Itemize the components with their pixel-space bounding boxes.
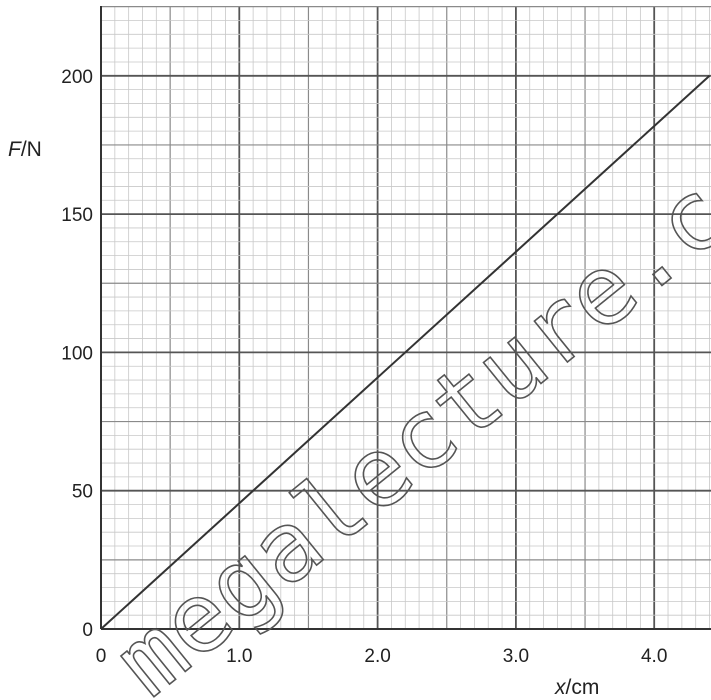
x-tick-labels: 0 1.0 2.0 3.0 4.0 bbox=[96, 646, 668, 667]
y-tick-label: 0 bbox=[82, 620, 93, 641]
y-tick-label: 100 bbox=[61, 343, 93, 364]
y-tick-label: 200 bbox=[61, 67, 93, 88]
y-tick-labels: 0 50 100 150 200 bbox=[61, 67, 93, 641]
series-layer bbox=[100, 75, 711, 630]
x-tick-label: 3.0 bbox=[503, 646, 529, 667]
y-tick-label: 150 bbox=[61, 205, 93, 226]
x-tick-label: 4.0 bbox=[641, 646, 667, 667]
watermark-text: megalecture.com bbox=[94, 85, 711, 700]
axes bbox=[100, 6, 711, 630]
series-line bbox=[100, 75, 711, 630]
y-axis-label: F/N bbox=[8, 138, 42, 161]
x-axis-label-var: x bbox=[554, 676, 567, 699]
y-tick-label: 50 bbox=[72, 482, 93, 503]
y-axis-label-unit: /N bbox=[21, 138, 42, 161]
y-axis-label-var: F bbox=[8, 138, 22, 161]
x-tick-label: 2.0 bbox=[364, 646, 390, 667]
x-axis-label: x/cm bbox=[554, 676, 599, 699]
grid bbox=[101, 6, 711, 629]
x-axis-label-unit: /cm bbox=[566, 676, 600, 699]
x-tick-label: 0 bbox=[96, 646, 107, 667]
x-tick-label: 1.0 bbox=[226, 646, 252, 667]
